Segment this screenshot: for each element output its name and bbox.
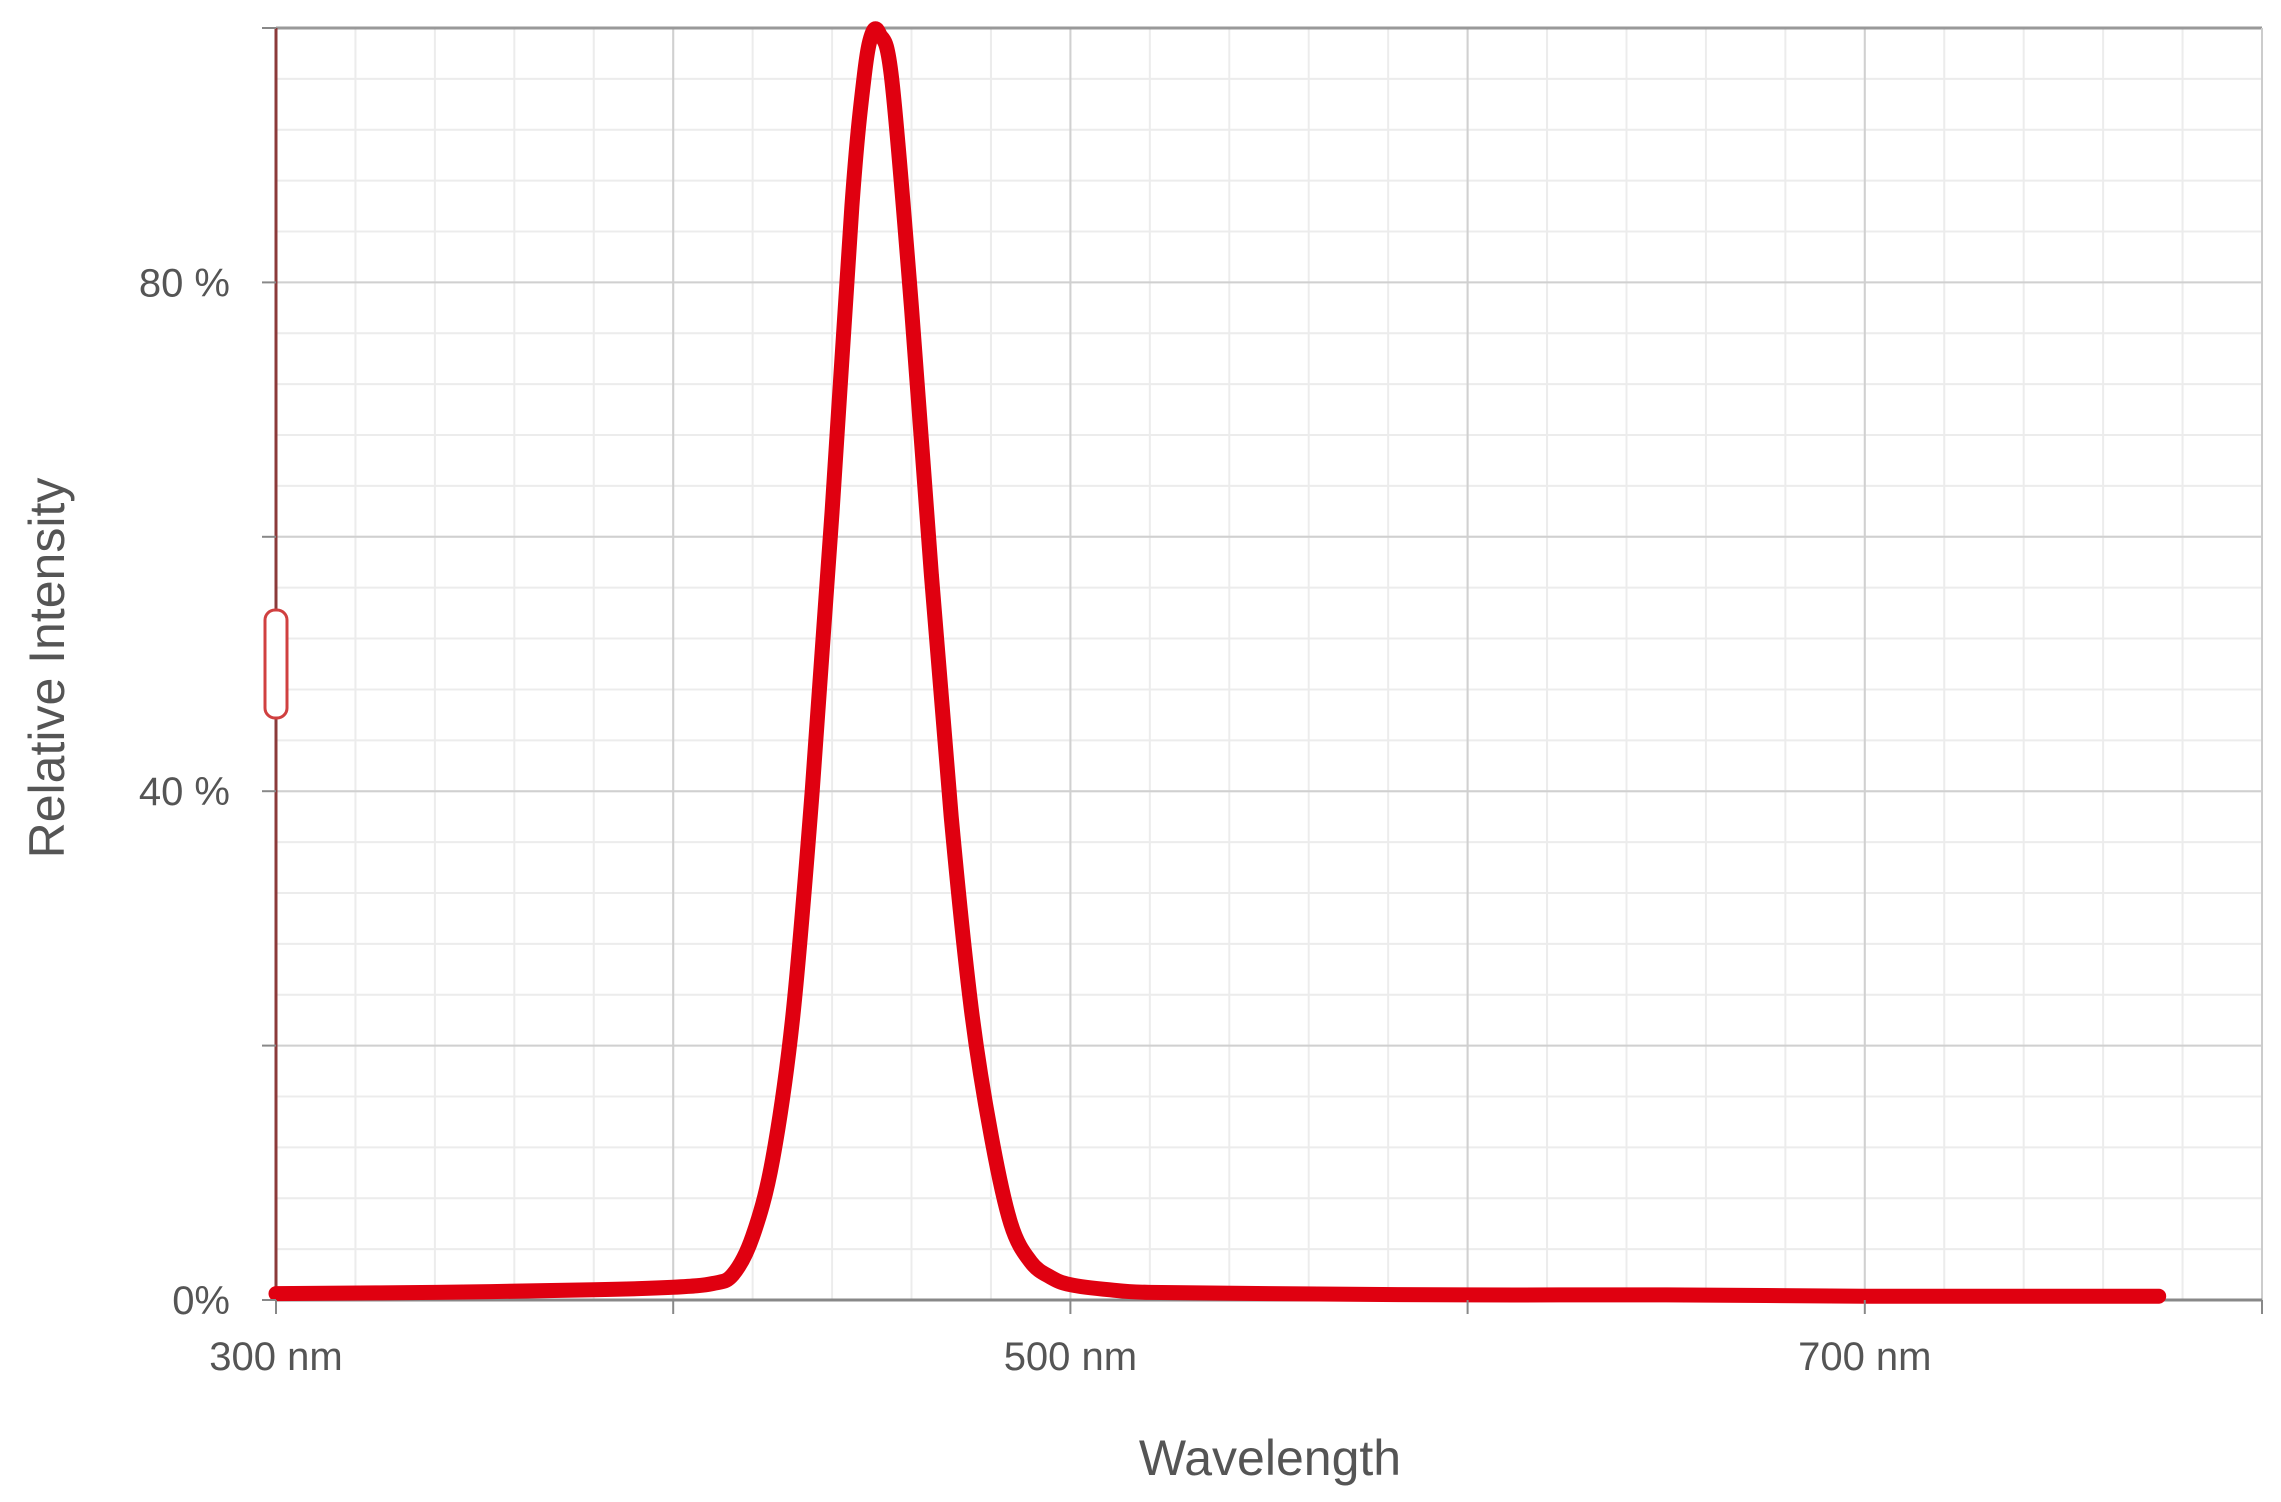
y-tick-label: 80 % (139, 261, 230, 305)
x-tick-label: 300 nm (209, 1335, 342, 1379)
range-slider-handle[interactable] (263, 608, 289, 720)
y-axis-title: Relative Intensity (19, 478, 75, 859)
minor-grid (275, 27, 2263, 1301)
x-tick-label: 700 nm (1798, 1335, 1931, 1379)
major-grid (275, 27, 2263, 1301)
x-tick-label: 500 nm (1004, 1335, 1137, 1379)
y-axis-ticks: 0% 40 % 80 % (139, 27, 276, 1323)
y-tick-label: 40 % (139, 770, 230, 814)
spectrum-line (268, 21, 2167, 1304)
y-tick-label: 0% (172, 1279, 230, 1323)
x-axis-ticks: 300 nm 500 nm 700 nm (209, 1300, 2263, 1379)
series-layer (268, 21, 2167, 1304)
range-slider[interactable] (263, 608, 289, 720)
x-axis-title: Wavelength (1139, 1430, 1401, 1486)
plot-frame (274, 26, 2263, 1302)
